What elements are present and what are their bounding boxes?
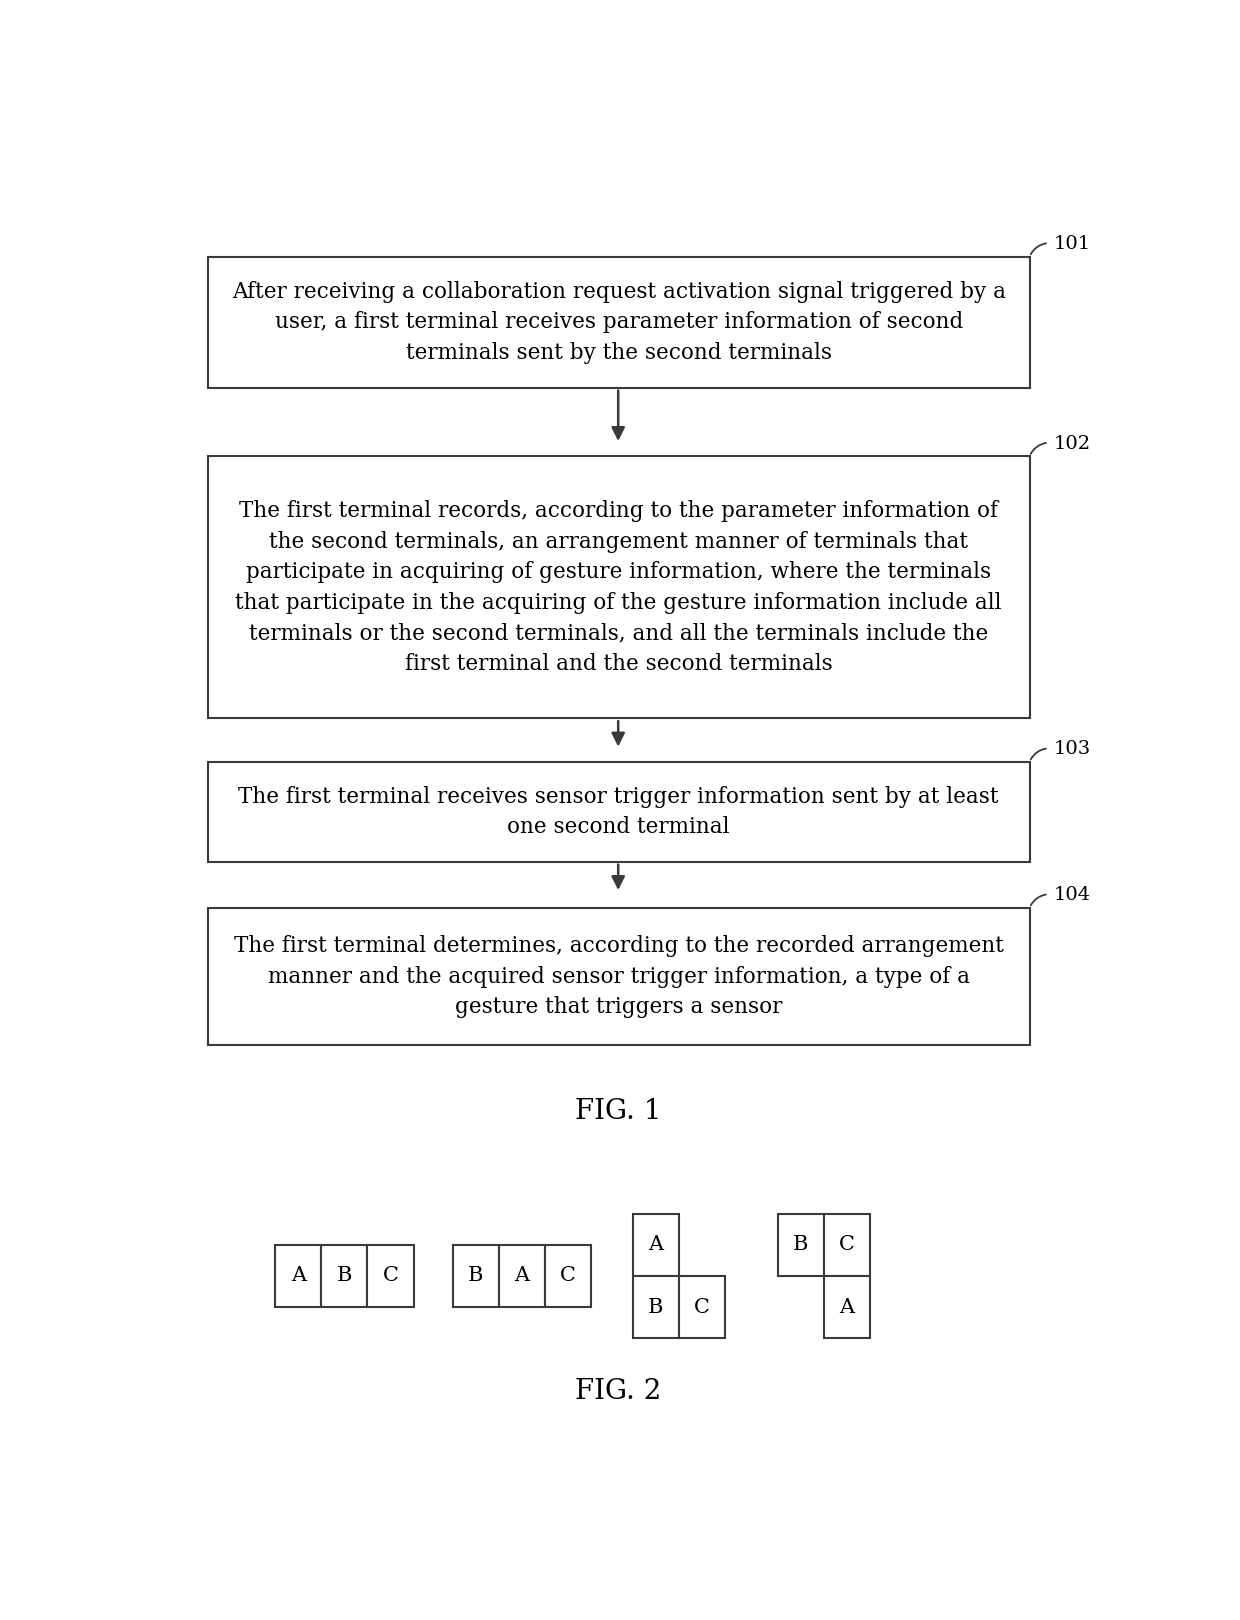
Bar xyxy=(632,1277,678,1338)
Bar xyxy=(275,1244,321,1307)
Text: C: C xyxy=(839,1234,854,1254)
Text: C: C xyxy=(382,1267,398,1285)
Bar xyxy=(208,457,1029,718)
Text: 101: 101 xyxy=(1054,235,1091,253)
Text: FIG. 1: FIG. 1 xyxy=(575,1098,661,1124)
Text: B: B xyxy=(469,1267,484,1285)
Text: 103: 103 xyxy=(1054,740,1091,758)
Text: A: A xyxy=(649,1234,663,1254)
Text: The first terminal receives sensor trigger information sent by at least
one seco: The first terminal receives sensor trigg… xyxy=(238,786,999,838)
Bar xyxy=(632,1213,678,1277)
Bar xyxy=(208,256,1029,387)
Text: FIG. 2: FIG. 2 xyxy=(575,1379,661,1406)
Bar xyxy=(678,1277,725,1338)
Text: B: B xyxy=(649,1298,663,1317)
Bar xyxy=(367,1244,413,1307)
Bar xyxy=(453,1244,498,1307)
Text: C: C xyxy=(560,1267,577,1285)
Bar xyxy=(208,907,1029,1045)
Bar xyxy=(546,1244,591,1307)
Text: A: A xyxy=(839,1298,854,1317)
Bar xyxy=(823,1213,870,1277)
Bar xyxy=(321,1244,367,1307)
Text: B: B xyxy=(336,1267,352,1285)
Text: C: C xyxy=(694,1298,709,1317)
Text: 104: 104 xyxy=(1054,886,1091,904)
Bar xyxy=(498,1244,546,1307)
Text: B: B xyxy=(794,1234,808,1254)
Text: The first terminal records, according to the parameter information of
the second: The first terminal records, according to… xyxy=(236,501,1002,674)
Text: A: A xyxy=(290,1267,306,1285)
Bar xyxy=(777,1213,823,1277)
Bar xyxy=(823,1277,870,1338)
Text: After receiving a collaboration request activation signal triggered by a
user, a: After receiving a collaboration request … xyxy=(232,280,1006,364)
Text: 102: 102 xyxy=(1054,434,1091,452)
Bar xyxy=(208,761,1029,862)
Text: The first terminal determines, according to the recorded arrangement
manner and : The first terminal determines, according… xyxy=(234,935,1003,1017)
Text: A: A xyxy=(515,1267,529,1285)
